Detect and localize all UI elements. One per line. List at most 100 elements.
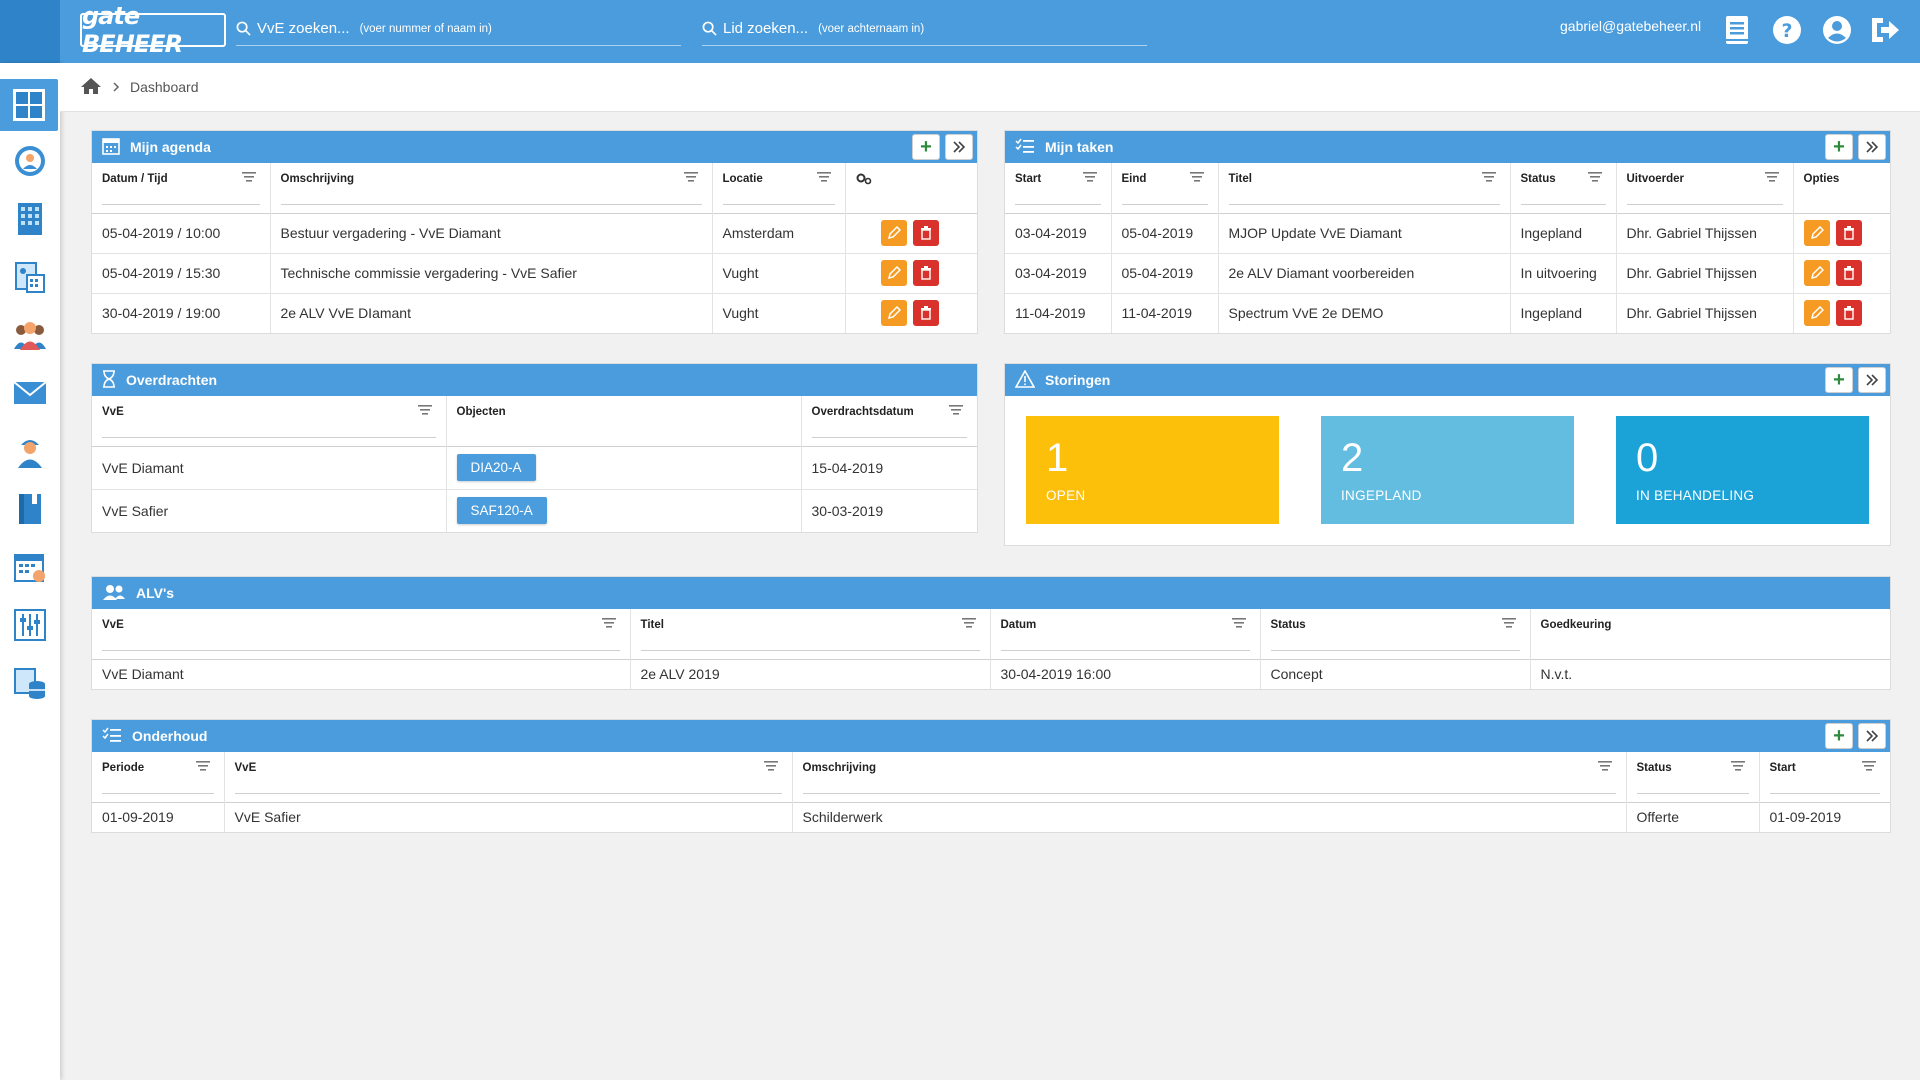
column-header-vve[interactable]: VvE [92,396,447,446]
column-header-omschrijving[interactable]: Omschrijving [270,163,713,213]
sidebar-item-book[interactable] [0,483,60,535]
column-header-omschrijving[interactable]: Omschrijving [792,752,1627,802]
lid-search-input[interactable]: Lid zoeken... (voer achternaam in) [702,12,1147,46]
sort-icon[interactable] [1730,761,1745,774]
delete-button[interactable] [912,260,939,286]
edit-button[interactable] [880,260,907,286]
sort-icon[interactable] [1587,172,1602,185]
sidebar-item-buildings[interactable] [0,193,60,245]
table-row[interactable]: VvE Safier SAF120-A 30-03-2019 [92,488,977,532]
sort-icon[interactable] [949,405,963,418]
column-header-vve[interactable]: VvE [224,752,793,802]
add-button[interactable]: + [1825,723,1853,749]
vve-search-input[interactable]: VvE zoeken... (voer nummer of naam in) [236,12,681,46]
column-header-titel[interactable]: Titel [630,609,991,659]
sidebar-item-calendar[interactable] [0,541,60,593]
delete-button[interactable] [912,220,939,246]
table-row[interactable]: 03-04-2019 05-04-2019 2e ALV Diamant voo… [1005,252,1890,293]
open-all-button[interactable] [1858,367,1886,393]
table-row[interactable]: VvE Diamant DIA20-A 15-04-2019 [92,445,977,489]
logout-icon[interactable] [1868,13,1902,47]
column-header-locatie[interactable]: Locatie [712,163,846,213]
add-button[interactable]: + [1825,134,1853,160]
sidebar-item-settings-sliders[interactable] [0,599,60,651]
account-icon[interactable] [1820,13,1854,47]
sort-icon[interactable] [1862,761,1876,774]
column-header-titel[interactable]: Titel [1218,163,1511,213]
object-button[interactable]: DIA20-A [456,454,536,481]
help-icon[interactable]: ? [1770,13,1804,47]
add-button[interactable]: + [1825,367,1853,393]
column-header-start[interactable]: Start [1005,163,1112,213]
edit-button[interactable] [1803,220,1830,246]
sort-icon[interactable] [961,618,976,631]
logo[interactable]: gate BEHEER [80,2,226,58]
edit-button[interactable] [1803,260,1830,286]
column-header-datum[interactable]: Datum / Tijd [92,163,271,213]
table-row[interactable]: 03-04-2019 05-04-2019 MJOP Update VvE Di… [1005,212,1890,253]
checklist-icon [102,727,122,746]
sort-icon[interactable] [1231,618,1246,631]
column-header-uitvoerder[interactable]: Uitvoerder [1616,163,1794,213]
column-header-start[interactable]: Start [1759,752,1890,802]
hourglass-icon [102,369,116,391]
storing-tile-open[interactable]: 1 OPEN [1026,416,1279,524]
table-row[interactable]: 05-04-2019 / 10:00 Bestuur vergadering -… [92,212,977,253]
alvs-panel: ALV's VvE Titel Datum Status Goedkeuring… [91,576,1891,690]
user-email[interactable]: gabriel@gatebeheer.nl [1560,18,1702,34]
table-row[interactable]: 05-04-2019 / 15:30 Technische commissie … [92,252,977,293]
book-icon[interactable] [1720,13,1754,47]
table-row[interactable]: 01-09-2019 VvE Safier Schilderwerk Offer… [92,801,1890,832]
delete-button[interactable] [1835,300,1862,327]
sidebar-item-suppliers[interactable] [0,425,60,477]
delete-button[interactable] [1835,220,1862,246]
column-header-eind[interactable]: Eind [1111,163,1219,213]
table-row[interactable]: VvE Diamant 2e ALV 2019 30-04-2019 16:00… [92,658,1890,689]
sidebar-item-dashboard[interactable] [0,79,58,131]
column-header-status[interactable]: Status [1260,609,1531,659]
table-row[interactable]: 30-04-2019 / 19:00 2e ALV VvE DIamant Vu… [92,292,977,333]
column-header-periode[interactable]: Periode [92,752,225,802]
sidebar-item-database[interactable] [0,657,60,709]
column-header-vve[interactable]: VvE [92,609,631,659]
open-all-button[interactable] [1858,134,1886,160]
sort-icon[interactable] [1481,172,1496,185]
object-button[interactable]: SAF120-A [456,497,547,525]
sort-icon[interactable] [763,761,778,774]
column-header-status[interactable]: Status [1626,752,1760,802]
sidebar-item-mail[interactable] [0,367,60,419]
add-button[interactable]: + [912,134,940,160]
delete-button[interactable] [1835,260,1862,286]
sort-icon[interactable] [417,405,432,418]
sidebar-item-documents[interactable] [0,251,60,303]
edit-button[interactable] [880,300,907,327]
edit-button[interactable] [880,220,907,246]
sort-icon[interactable] [683,172,698,185]
sort-icon[interactable] [241,172,256,185]
warning-icon [1014,368,1036,391]
gears-icon [856,173,872,188]
agenda-table: Datum / Tijd Omschrijving Locatie 05-04-… [92,163,977,333]
sort-icon[interactable] [195,761,210,774]
sort-icon[interactable] [1189,172,1204,185]
column-header-datum[interactable]: Datum [990,609,1261,659]
sort-icon[interactable] [1501,618,1516,631]
sidebar-item-settings[interactable] [0,135,60,187]
sort-icon[interactable] [1597,761,1612,774]
storing-tile-ingepland[interactable]: 2 INGEPLAND [1321,416,1574,524]
sort-icon[interactable] [1764,172,1779,185]
sort-icon[interactable] [816,172,831,185]
sidebar-item-members[interactable] [0,309,60,361]
open-all-button[interactable] [1858,723,1886,749]
delete-button[interactable] [912,300,939,327]
column-header-status[interactable]: Status [1510,163,1617,213]
table-row[interactable]: 11-04-2019 11-04-2019 Spectrum VvE 2e DE… [1005,292,1890,333]
storing-tile-in-behandeling[interactable]: 0 IN BEHANDELING [1616,416,1869,524]
sort-icon[interactable] [601,618,616,631]
search-icon [236,21,251,36]
home-icon[interactable] [80,77,102,98]
edit-button[interactable] [1803,300,1830,327]
sort-icon[interactable] [1082,172,1097,185]
open-all-button[interactable] [945,134,973,160]
column-header-overdrachtsdatum[interactable]: Overdrachtsdatum [801,396,977,446]
